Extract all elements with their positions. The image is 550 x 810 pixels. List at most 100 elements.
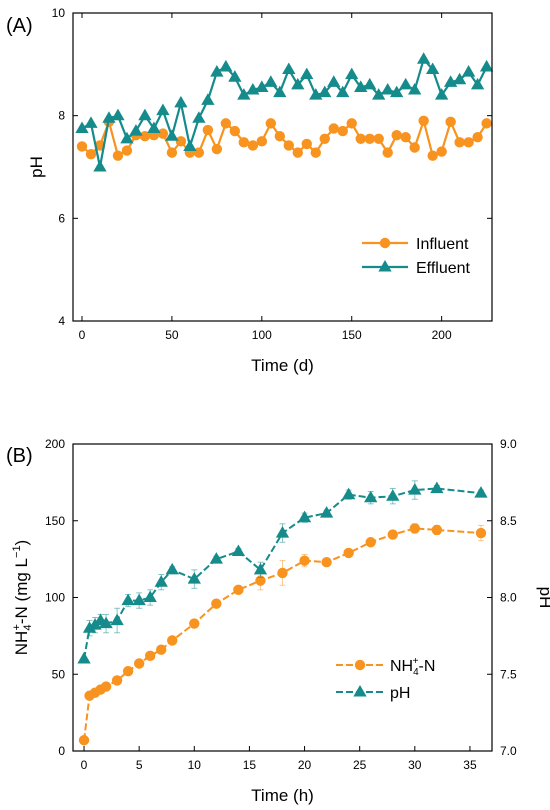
data-point: [399, 77, 413, 90]
data-point: [355, 133, 366, 144]
data-point: [253, 562, 268, 575]
data-point: [342, 487, 356, 500]
data-point: [336, 85, 350, 98]
data-point: [426, 62, 440, 75]
data-point: [154, 575, 168, 587]
data-point: [430, 481, 444, 494]
data-point: [364, 133, 375, 144]
data-point: [166, 147, 178, 158]
x-tick-label: 50: [165, 328, 179, 342]
data-point: [417, 52, 431, 64]
x-tick-label: 150: [342, 328, 362, 342]
x-tick-label: 15: [243, 758, 257, 772]
legend-label: Effluent: [416, 260, 471, 277]
data-point: [387, 529, 398, 540]
data-point: [475, 527, 487, 539]
data-point: [273, 85, 287, 98]
series-line: [83, 527, 482, 741]
data-point: [147, 121, 161, 134]
legend: Influent Effluent: [362, 236, 471, 277]
y-axis-label: pH: [27, 156, 46, 178]
data-point: [189, 618, 200, 629]
data-point: [431, 524, 443, 536]
data-point: [144, 650, 156, 662]
legend-label: pH: [390, 685, 410, 702]
data-point: [122, 665, 134, 677]
y-tick-label: 8: [58, 109, 65, 123]
data-point: [165, 129, 179, 141]
y-tick-label: 200: [45, 437, 65, 451]
data-point: [372, 88, 386, 100]
data-point: [292, 147, 303, 158]
data-point: [381, 83, 395, 95]
data-point: [445, 116, 456, 128]
data-point: [202, 124, 214, 136]
data-point: [256, 136, 268, 147]
data-point: [76, 141, 88, 152]
data-point: [409, 142, 420, 153]
data-point: [328, 123, 339, 134]
legend-marker: [379, 237, 391, 249]
data-point: [319, 133, 330, 144]
series-effluent: [75, 52, 494, 172]
series-nh4: [78, 523, 487, 746]
legend-label-sub: 4: [413, 667, 419, 678]
data-point: [463, 137, 474, 148]
x-tick-label: 35: [463, 758, 477, 772]
data-point: [364, 490, 378, 503]
y-axis-label: NH4+-N (mg L−1): [11, 540, 34, 655]
data-point: [211, 598, 222, 609]
data-point: [231, 544, 246, 556]
y-label-part: -N (mg L: [12, 558, 31, 624]
data-point: [174, 95, 188, 108]
data-point: [111, 675, 123, 686]
data-point: [461, 65, 476, 77]
y-tick-label: 100: [45, 591, 65, 605]
data-point: [400, 132, 411, 143]
legend-label: Influent: [416, 236, 469, 253]
data-point: [301, 138, 312, 150]
data-point: [110, 613, 124, 626]
data-point: [165, 562, 179, 575]
data-point: [434, 88, 449, 100]
data-point: [319, 506, 334, 518]
data-point: [233, 584, 244, 596]
x-tick-label: 100: [252, 328, 272, 342]
data-point: [265, 118, 277, 129]
y-label-part: ): [12, 540, 31, 546]
x-tick-label: 0: [79, 328, 86, 342]
y-label-sup: +: [11, 624, 23, 630]
data-point: [132, 593, 146, 606]
data-point: [408, 483, 422, 495]
legend-marker: [354, 659, 366, 671]
y-label-sub: 4: [22, 625, 34, 631]
y-tick-label: 50: [52, 667, 66, 681]
data-point: [210, 65, 224, 77]
panel-b: (B) 0 5 10 15 20 25 30 35 0 50 100 150 200 7.0 7.5 8.0 8.…: [6, 437, 550, 805]
data-point: [111, 108, 125, 121]
data-point: [277, 567, 288, 579]
data-point: [139, 131, 151, 142]
y-tick-label: 150: [45, 514, 65, 528]
data-point: [157, 128, 169, 139]
data-point: [452, 72, 467, 85]
data-point: [183, 139, 197, 152]
data-point: [345, 67, 359, 80]
legend-label-sup: +: [413, 656, 419, 667]
data-point: [75, 121, 89, 134]
data-point: [167, 635, 178, 646]
data-point: [99, 616, 113, 629]
data-point: [228, 70, 242, 82]
data-point: [474, 486, 488, 498]
plot-frame: [72, 12, 493, 322]
legend-label: NH4+-N: [390, 656, 435, 678]
data-point: [282, 62, 296, 75]
data-point: [436, 146, 447, 157]
panel-label-b: (B): [6, 445, 33, 467]
data-point: [100, 681, 112, 692]
data-point: [82, 621, 97, 633]
data-point: [187, 572, 201, 584]
data-point: [386, 489, 400, 501]
x-tick-label: 200: [432, 328, 452, 342]
